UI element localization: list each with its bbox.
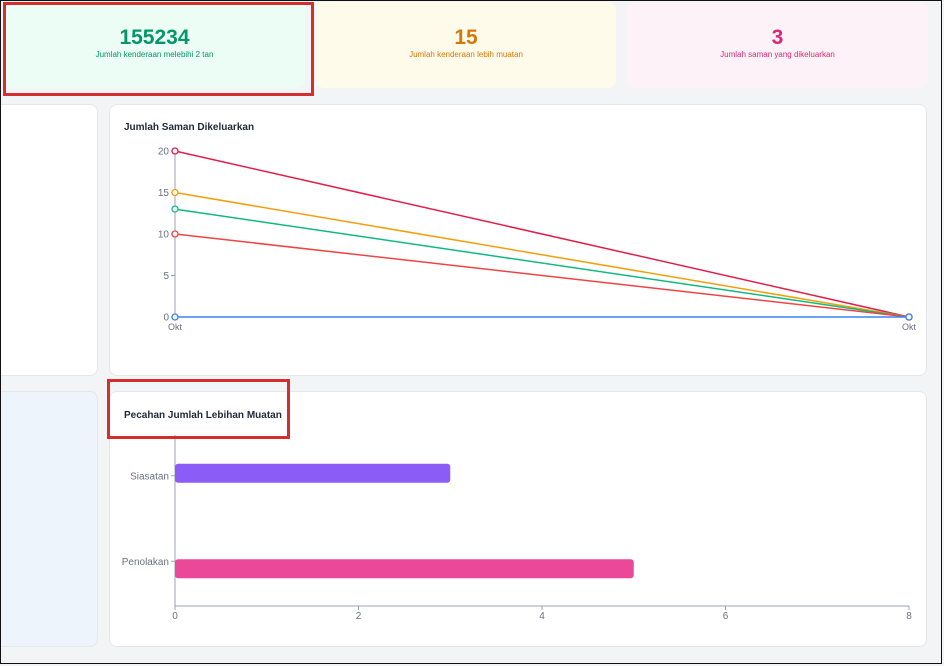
stat-label: Jumlah kenderaan melebihi 2 tan bbox=[95, 50, 214, 59]
stat-card-summons-issued: 3 Jumlah saman yang dikeluarkan bbox=[627, 2, 928, 88]
stat-value: 15 bbox=[454, 26, 478, 49]
left-panel-top bbox=[0, 104, 98, 376]
left-panel-bottom bbox=[0, 391, 98, 647]
line-chart-title: Jumlah Saman Dikeluarkan bbox=[124, 122, 255, 133]
stat-label: Jumlah kenderaan lebih muatan bbox=[409, 50, 523, 59]
stat-card-overloaded-vehicles: 15 Jumlah kenderaan lebih muatan bbox=[316, 2, 616, 88]
stat-label: Jumlah saman yang dikeluarkan bbox=[720, 50, 835, 59]
stat-value: 155234 bbox=[119, 26, 190, 49]
bar-chart-panel: Pecahan Jumlah Lebihan Muatan bbox=[109, 391, 927, 647]
line-chart-panel: Jumlah Saman Dikeluarkan bbox=[109, 104, 927, 376]
bar-chart-title: Pecahan Jumlah Lebihan Muatan bbox=[124, 410, 282, 421]
stat-card-vehicles-over-2t: 155234 Jumlah kenderaan melebihi 2 tan bbox=[4, 2, 305, 88]
stat-value: 3 bbox=[771, 26, 784, 49]
